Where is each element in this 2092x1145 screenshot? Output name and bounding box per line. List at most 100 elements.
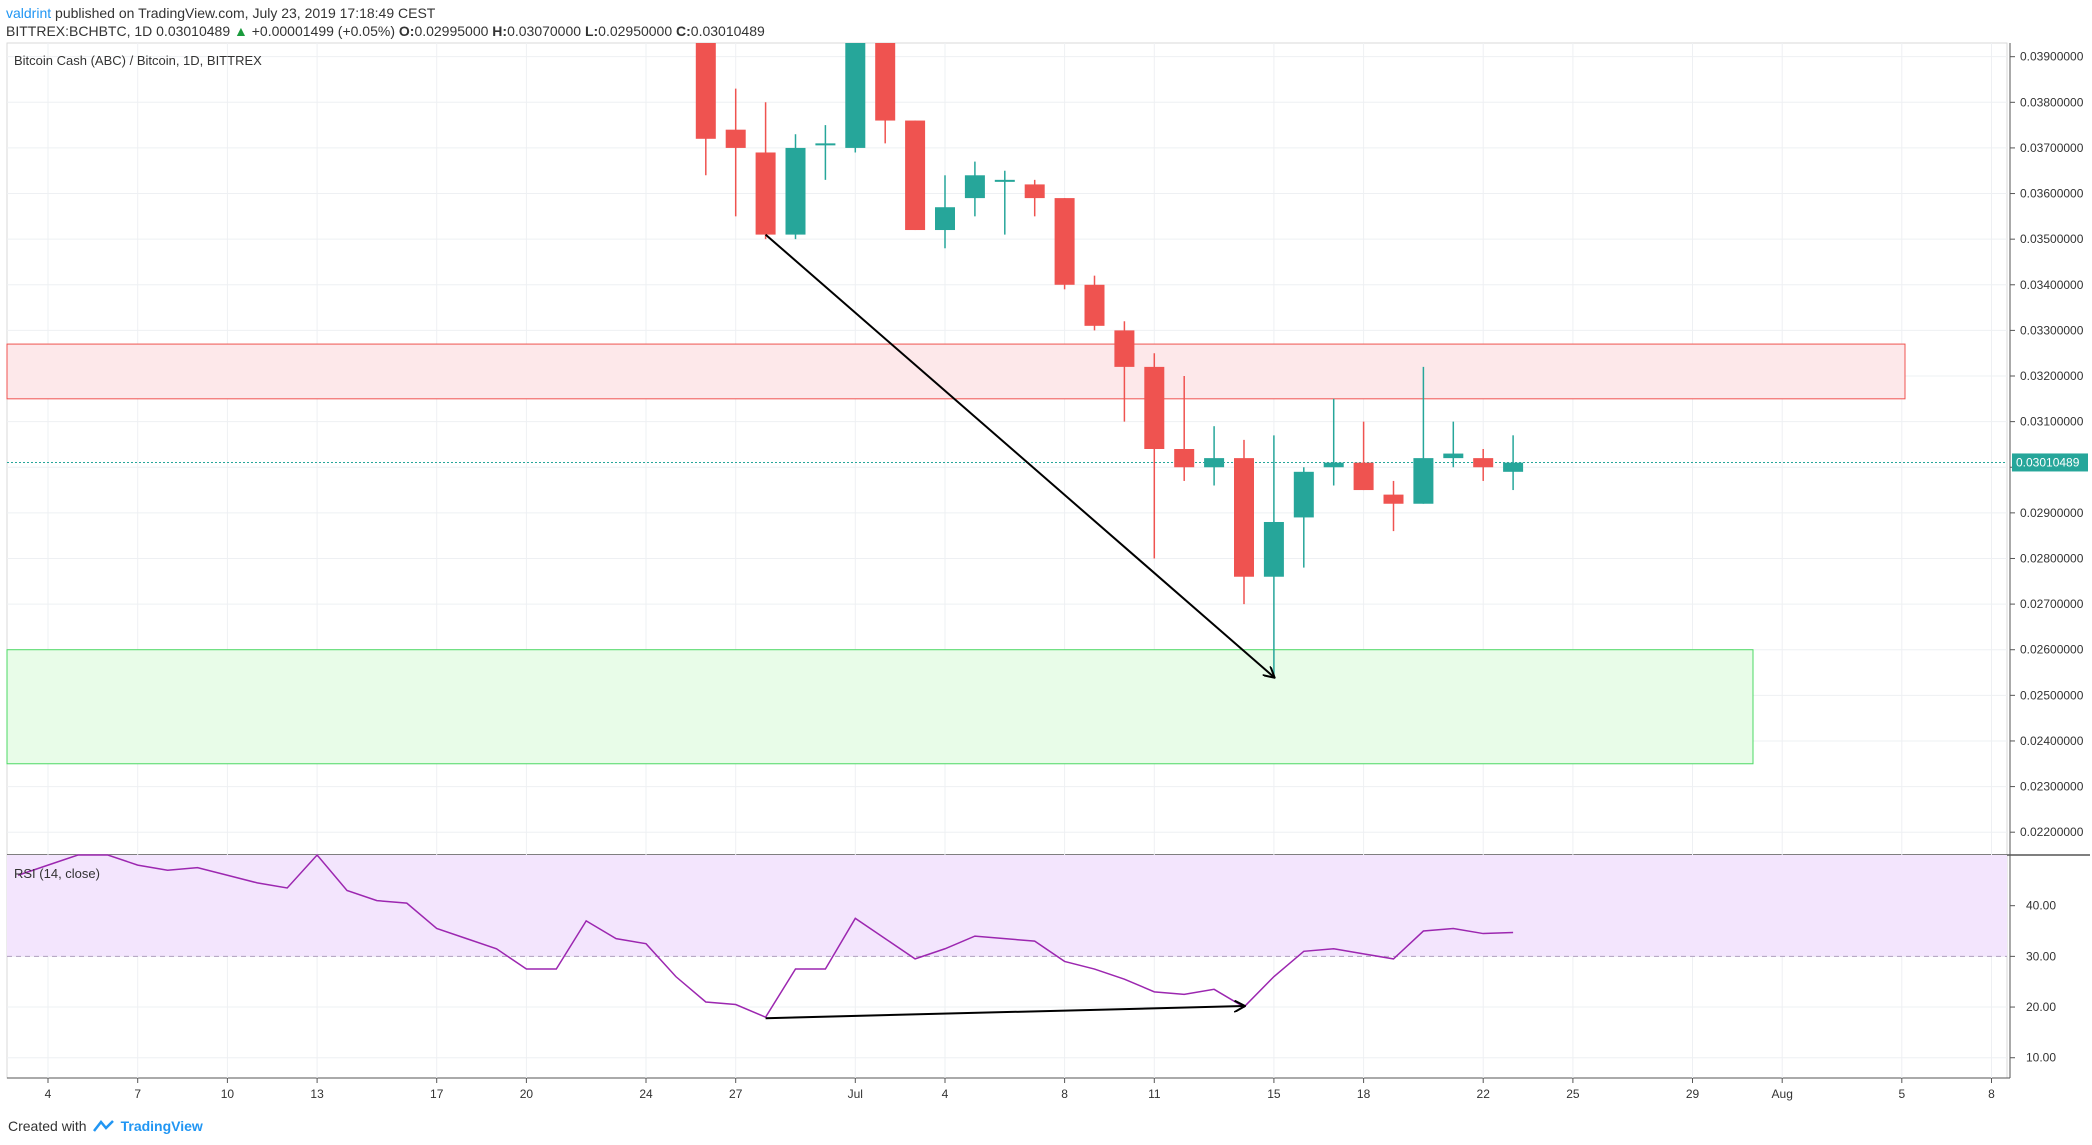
candle-body — [1473, 458, 1494, 468]
low-label: L: — [584, 23, 599, 39]
candle-body — [695, 43, 716, 139]
rsi-pane — [7, 853, 2007, 1019]
candle-body — [994, 179, 1015, 182]
rsi-band — [7, 855, 2007, 957]
time-tick-label: 20 — [520, 1087, 534, 1101]
candle-body — [1323, 462, 1344, 468]
price-chart[interactable]: Bitcoin Cash (ABC) / Bitcoin, 1D, BITTRE… — [0, 0, 2092, 1115]
candle-body — [725, 129, 746, 148]
price-tick-label: 0.02900000 — [2020, 506, 2084, 520]
price-tick-label: 0.03100000 — [2020, 415, 2084, 429]
candle-body — [785, 147, 806, 235]
candle-body — [1144, 366, 1165, 449]
price-tick-label: 0.02800000 — [2020, 551, 2084, 565]
rsi-title: RSI (14, close) — [14, 866, 100, 881]
ohlc-line: BITTREX:BCHBTC, 1D 0.03010489 ▲ +0.00001… — [6, 22, 2076, 40]
current-price-label: 0.03010489 — [2016, 455, 2080, 469]
rsi-divergence-arrow — [765, 1006, 1244, 1020]
tradingview-brand[interactable]: TradingView — [120, 1118, 203, 1134]
candle-body — [845, 43, 866, 148]
candle-body — [755, 152, 776, 235]
price-tick-label: 0.02400000 — [2020, 734, 2084, 748]
candle-body — [1174, 449, 1195, 468]
price-tick-label: 0.02500000 — [2020, 688, 2084, 702]
price-tick-label: 0.03800000 — [2020, 95, 2084, 109]
time-tick-label: 13 — [310, 1087, 324, 1101]
price-tick-label: 0.03200000 — [2020, 369, 2084, 383]
candle-body — [1353, 462, 1374, 491]
close-label: C: — [676, 23, 691, 39]
footer: Created with TradingView — [8, 1118, 203, 1134]
chart-header: valdrint published on TradingView.com, J… — [6, 4, 2076, 40]
support-zone — [6, 649, 1754, 765]
time-tick-label: 11 — [1148, 1087, 1161, 1101]
high-value: 0.03070000 — [507, 23, 582, 39]
candle-body — [1204, 458, 1225, 468]
last-price: 0.03010489 — [156, 23, 231, 39]
rsi-tick-label: 10.00 — [2026, 1051, 2056, 1065]
rsi-line — [17, 853, 1514, 1019]
rsi-tick-label: 20.00 — [2026, 1000, 2056, 1014]
candle-body — [815, 143, 836, 146]
up-arrow-icon: ▲ — [234, 23, 248, 39]
time-tick-label: 15 — [1267, 1087, 1281, 1101]
rsi-tick-label: 40.00 — [2026, 899, 2056, 913]
close-value: 0.03010489 — [690, 23, 765, 39]
time-tick-label: 25 — [1566, 1087, 1580, 1101]
price-tick-label: 0.03400000 — [2020, 278, 2084, 292]
candle-body — [935, 207, 955, 231]
price-trend-arrow — [764, 233, 1274, 677]
zones — [6, 343, 2007, 765]
candle-body — [1293, 471, 1314, 518]
time-tick-label: 10 — [221, 1087, 235, 1101]
price-tick-label: 0.03900000 — [2020, 50, 2084, 64]
candle-body — [964, 175, 985, 199]
high-label: H: — [492, 23, 508, 39]
symbol-label: BITTREX:BCHBTC, 1D — [6, 23, 153, 39]
candle-body — [1084, 284, 1105, 326]
candle-body — [1443, 453, 1464, 459]
time-tick-label: 4 — [45, 1087, 52, 1101]
chart-title: Bitcoin Cash (ABC) / Bitcoin, 1D, BITTRE… — [14, 53, 262, 68]
candle-body — [1503, 462, 1524, 472]
time-tick-label: 24 — [639, 1087, 653, 1101]
time-tick-label: Jul — [848, 1087, 863, 1101]
current-price-badge — [2012, 453, 2088, 472]
price-tick-label: 0.02200000 — [2020, 825, 2084, 839]
price-tick-label: 0.03300000 — [2020, 323, 2084, 337]
candle-body — [1413, 458, 1434, 504]
candle-body — [1383, 494, 1404, 504]
time-tick-label: 17 — [430, 1087, 444, 1101]
open-label: O: — [398, 23, 415, 39]
time-tick-label: 29 — [1686, 1087, 1700, 1101]
price-tick-label: 0.03700000 — [2020, 141, 2084, 155]
tradingview-logo-icon — [92, 1120, 114, 1132]
time-tick-label: 5 — [1898, 1087, 1905, 1101]
candle-body — [1263, 521, 1284, 577]
candles — [695, 43, 1524, 678]
time-tick-label: 18 — [1357, 1087, 1371, 1101]
annotations — [764, 233, 1274, 1020]
price-tick-label: 0.02600000 — [2020, 643, 2084, 657]
rsi-tick-label: 30.00 — [2026, 949, 2056, 963]
time-tick-label: 8 — [1061, 1087, 1068, 1101]
price-tick-label: 0.02300000 — [2020, 780, 2084, 794]
price-tick-label: 0.03500000 — [2020, 232, 2084, 246]
time-tick-label: 7 — [134, 1087, 141, 1101]
created-with-label: Created with — [8, 1118, 87, 1134]
candle-body — [1024, 184, 1045, 199]
time-tick-label: 8 — [1988, 1087, 1995, 1101]
time-tick-label: 22 — [1477, 1087, 1491, 1101]
candle-body — [875, 43, 896, 121]
price-tick-label: 0.03600000 — [2020, 187, 2084, 201]
resistance-zone — [6, 343, 1906, 400]
low-value: 0.02950000 — [598, 23, 673, 39]
time-tick-label: Aug — [1772, 1087, 1793, 1101]
price-tick-label: 0.02700000 — [2020, 597, 2084, 611]
candle-body — [1234, 458, 1254, 577]
axes: Bitcoin Cash (ABC) / Bitcoin, 1D, BITTRE… — [14, 50, 2088, 1101]
candle-body — [1114, 330, 1135, 367]
time-tick-label: 27 — [729, 1087, 743, 1101]
author-link[interactable]: valdrint — [6, 5, 52, 21]
open-value: 0.02995000 — [414, 23, 489, 39]
